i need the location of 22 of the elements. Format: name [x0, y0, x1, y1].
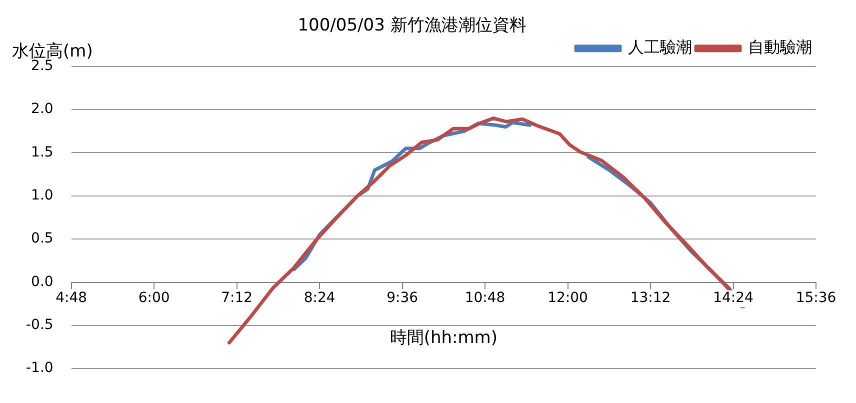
legend-label: 自動驗潮	[748, 38, 812, 57]
x-tick-label: 4:48	[56, 290, 88, 306]
x-tick-label: 6:00	[138, 290, 170, 306]
y-tick-label: 0.5	[31, 230, 54, 247]
x-tick-label: 12:00	[548, 290, 588, 306]
legend-label: 人工驗潮	[628, 38, 692, 57]
y-tick-label: 0.0	[31, 274, 54, 290]
x-tick-label: 8:24	[304, 290, 336, 306]
x-tick-label: 7:12	[221, 290, 253, 306]
x-axis-title: 時間(hh:mm)	[390, 328, 498, 348]
x-tick-label: 9:36	[386, 290, 418, 306]
y-tick-label: -0.5	[26, 317, 54, 334]
y-tick-label: -1.0	[26, 360, 54, 376]
x-tick-label: 14:24	[713, 290, 754, 306]
x-tick-label: 15:36	[796, 290, 836, 306]
y-tick-label: 2.5	[31, 58, 54, 74]
y-tick-label: 1.5	[31, 144, 54, 160]
x-tick-label: 10:48	[464, 290, 506, 306]
y-tick-label: 2.0	[31, 101, 54, 118]
x-tick-label: 13:12	[630, 290, 671, 306]
chart-title: 100/05/03 新竹漁港潮位資料	[298, 16, 526, 36]
y-tick-label: 1.0	[31, 188, 54, 204]
